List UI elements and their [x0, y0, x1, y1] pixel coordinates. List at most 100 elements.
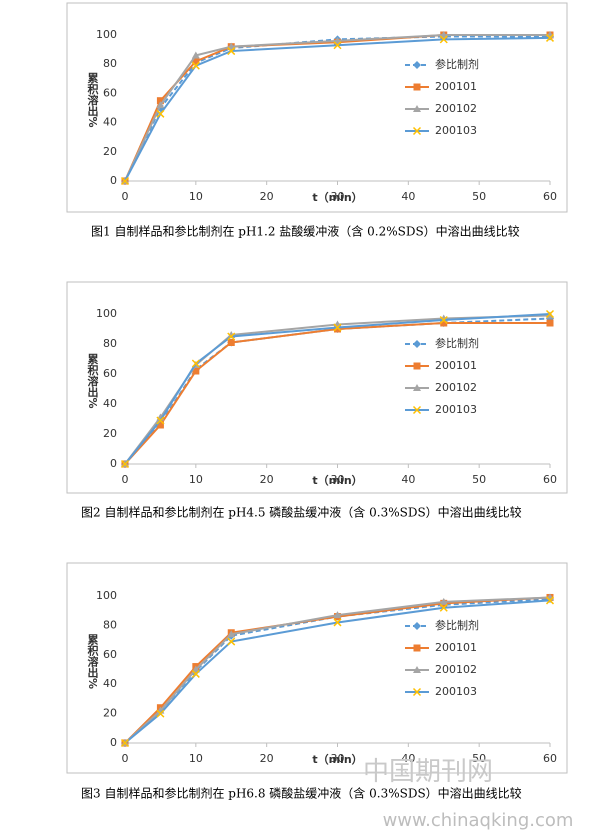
- chart-frame: [66, 562, 568, 774]
- x-tick-label: 40: [401, 190, 415, 203]
- legend-label: 200103: [435, 124, 477, 137]
- series-line: [124, 34, 550, 182]
- y-tick-label: 100: [96, 307, 117, 320]
- series-line: [124, 313, 551, 465]
- x-tick-label: 10: [189, 473, 203, 486]
- marker: [413, 644, 421, 652]
- x-tick-label: 20: [260, 752, 274, 765]
- marker: [227, 630, 236, 638]
- y-tick-label: 40: [103, 677, 117, 690]
- marker: [191, 51, 200, 59]
- y-tick-label: 80: [103, 337, 117, 350]
- marker: [333, 323, 342, 332]
- x-tick-label: 50: [472, 752, 486, 765]
- legend-label: 200103: [435, 403, 477, 416]
- y-tick-label: 20: [103, 707, 117, 720]
- marker: [440, 319, 448, 327]
- series-line: [124, 36, 551, 182]
- series-line: [124, 322, 550, 465]
- legend-label: 200101: [435, 641, 477, 654]
- x-tick-label: 0: [122, 473, 129, 486]
- y-tick-label: 40: [103, 116, 117, 129]
- series-line: [124, 317, 551, 465]
- marker: [413, 362, 421, 370]
- caption: 图2 自制样品和参比制剂在 pH4.5 磷酸盐缓冲液（含 0.3%SDS）中溶出…: [81, 505, 522, 520]
- caption: 图1 自制样品和参比制剂在 pH1.2 盐酸缓冲液（含 0.2%SDS）中溶出曲…: [91, 224, 520, 239]
- legend-label: 200101: [435, 359, 477, 372]
- y-tick-label: 20: [103, 427, 117, 440]
- marker: [413, 61, 421, 69]
- marker: [413, 666, 421, 673]
- y-tick-label: 0: [110, 457, 117, 470]
- x-tick-label: 0: [122, 190, 129, 203]
- chart-frame: [66, 2, 568, 213]
- legend-label: 200102: [435, 102, 477, 115]
- marker: [413, 622, 421, 630]
- marker: [439, 35, 448, 44]
- marker: [120, 176, 130, 186]
- marker: [156, 97, 164, 105]
- x-tick-label: 60: [543, 190, 557, 203]
- x-tick-label: 60: [543, 752, 557, 765]
- x-tick-label: 40: [401, 473, 415, 486]
- x-tick-label: 10: [189, 752, 203, 765]
- y-axis-label: 累积溶出%: [86, 72, 99, 127]
- legend-label: 参比制剂: [435, 336, 479, 350]
- marker: [227, 339, 235, 346]
- legend-label: 200102: [435, 663, 477, 676]
- x-tick-label: 40: [401, 752, 415, 765]
- marker: [333, 36, 342, 44]
- legend-label: 200101: [435, 80, 477, 93]
- y-tick-label: 60: [103, 648, 117, 661]
- x-axis-label: t（min）: [312, 753, 362, 766]
- y-tick-label: 100: [96, 28, 117, 41]
- marker: [333, 41, 342, 50]
- marker: [192, 367, 200, 375]
- marker: [413, 384, 421, 391]
- y-tick-label: 20: [103, 145, 117, 158]
- marker: [439, 31, 448, 38]
- marker: [412, 126, 422, 136]
- marker: [156, 416, 165, 425]
- y-tick-label: 40: [103, 397, 117, 410]
- y-axis-label: 累积溶出%: [86, 634, 99, 689]
- marker: [545, 596, 555, 605]
- chart-frame: [66, 281, 568, 494]
- y-axis-label: 累积溶出%: [86, 353, 99, 408]
- x-tick-label: 30: [331, 190, 345, 203]
- marker: [439, 315, 448, 325]
- marker: [156, 709, 165, 718]
- x-axis-label: t（min）: [312, 191, 362, 204]
- y-tick-label: 100: [96, 589, 117, 602]
- marker: [120, 459, 130, 469]
- marker: [545, 309, 555, 319]
- x-tick-label: 0: [122, 752, 129, 765]
- series-line: [124, 35, 550, 182]
- marker: [227, 47, 236, 56]
- marker: [412, 405, 422, 415]
- x-tick-label: 50: [472, 473, 486, 486]
- marker: [227, 42, 236, 50]
- marker: [412, 687, 422, 697]
- y-tick-label: 60: [103, 367, 117, 380]
- marker: [333, 618, 342, 627]
- marker: [191, 61, 200, 70]
- marker: [227, 332, 236, 341]
- x-tick-label: 20: [260, 473, 274, 486]
- y-tick-label: 0: [110, 174, 117, 187]
- y-tick-label: 0: [110, 736, 117, 749]
- x-tick-label: 20: [260, 190, 274, 203]
- series-line: [124, 34, 550, 182]
- marker: [191, 359, 200, 368]
- caption: 图3 自制样品和参比制剂在 pH6.8 磷酸盐缓冲液（含 0.3%SDS）中溶出…: [81, 786, 522, 801]
- series-line: [124, 314, 551, 465]
- legend-label: 200102: [435, 381, 477, 394]
- watermark-url: www.chinaqking.com: [383, 810, 574, 831]
- legend-label: 200103: [435, 685, 477, 698]
- marker: [334, 325, 341, 333]
- x-tick-label: 30: [331, 473, 345, 486]
- marker: [227, 637, 236, 646]
- marker: [413, 83, 421, 91]
- y-tick-label: 60: [103, 86, 117, 99]
